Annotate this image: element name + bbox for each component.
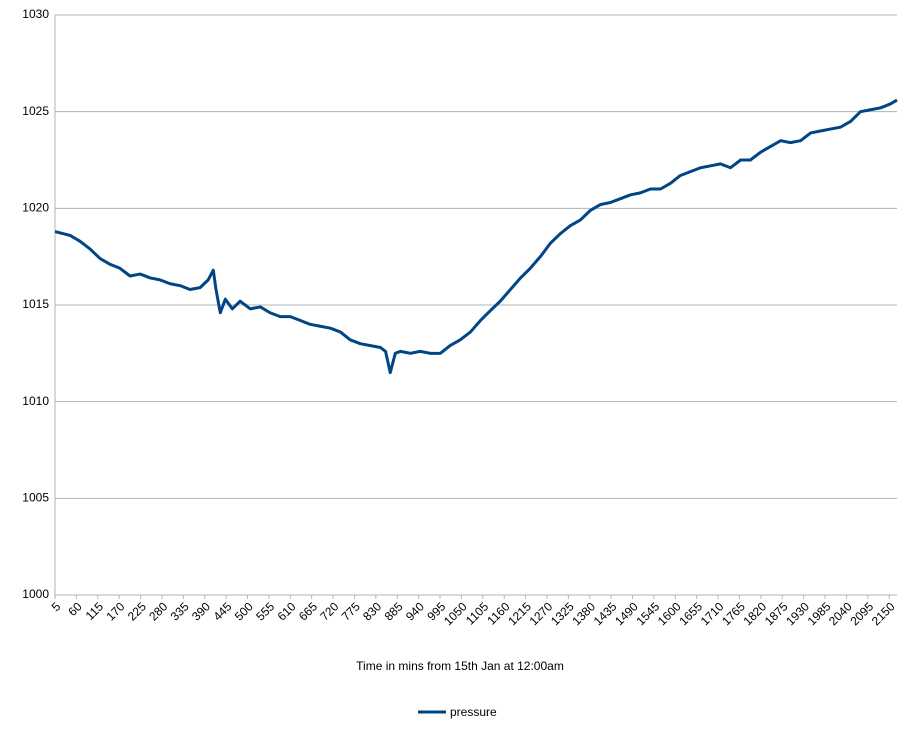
y-tick-label: 1015 <box>22 297 49 311</box>
x-tick-label: 885 <box>382 599 406 623</box>
x-tick-label: 2150 <box>869 599 898 628</box>
series-line <box>54 98 898 375</box>
y-tick-label: 1010 <box>22 394 49 408</box>
x-tick-label: 445 <box>210 599 234 623</box>
x-tick-label: 940 <box>403 599 427 623</box>
x-tick-label: 170 <box>103 599 127 623</box>
x-tick-label: 60 <box>65 599 85 619</box>
x-tick-label: 720 <box>317 599 341 623</box>
x-tick-label: 830 <box>360 599 384 623</box>
y-tick-label: 1025 <box>22 104 49 118</box>
x-tick-label: 665 <box>296 599 320 623</box>
y-tick-label: 1030 <box>22 7 49 21</box>
legend-label: pressure <box>450 705 497 719</box>
x-tick-label: 280 <box>146 599 170 623</box>
x-tick-label: 1105 <box>463 599 491 627</box>
x-tick-label: 500 <box>232 599 256 623</box>
x-tick-label: 335 <box>168 599 192 623</box>
x-tick-label: 225 <box>125 599 149 623</box>
y-tick-label: 1005 <box>22 491 49 505</box>
x-tick-label: 1160 <box>484 599 512 627</box>
x-axis-title: Time in mins from 15th Jan at 12:00am <box>356 659 564 673</box>
x-tick-label: 555 <box>253 599 277 623</box>
y-tick-label: 1020 <box>22 201 49 215</box>
x-tick-label: 115 <box>83 599 107 623</box>
y-tick-label: 1000 <box>22 587 49 601</box>
x-tick-label: 610 <box>275 599 299 623</box>
x-tick-label: 390 <box>189 599 213 623</box>
x-tick-label: 5 <box>49 599 64 614</box>
x-tick-label: 775 <box>339 599 363 623</box>
